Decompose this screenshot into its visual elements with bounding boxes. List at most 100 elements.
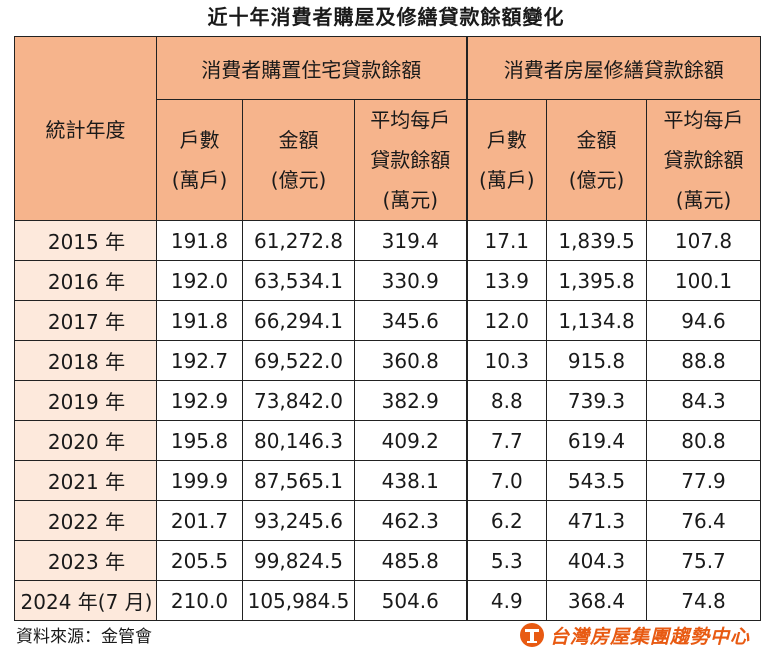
amount-repair-cell: 1,839.5	[546, 220, 648, 261]
households-repair-cell: 10.3	[466, 340, 548, 381]
col-label: 戶數	[179, 128, 220, 152]
average-repair-cell: 74.8	[646, 580, 762, 621]
households-repair-cell: 8.8	[466, 380, 548, 421]
year-cell: 2017 年	[14, 300, 157, 341]
average-purchase-cell: 382.9	[353, 380, 468, 421]
year-cell: 2020 年	[14, 420, 157, 461]
amount-repair-cell: 915.8	[546, 340, 648, 381]
households-repair-cell: 6.2	[466, 500, 548, 541]
group-header-repair-label: 消費者房屋修繕貸款餘額	[503, 57, 724, 82]
amount-purchase-cell: 73,842.0	[242, 380, 355, 421]
households-repair-cell: 5.3	[466, 540, 548, 581]
col-unit: (萬戶)	[171, 168, 228, 192]
col-label: 平均每戶	[370, 108, 451, 132]
households-purchase-cell: 195.8	[156, 420, 243, 461]
table-row: 2019 年 192.9 73,842.0 382.9 8.8 739.3 84.3	[14, 380, 762, 421]
average-purchase-cell: 504.6	[353, 580, 468, 621]
col-households-purchase: 戶數 (萬戶)	[156, 99, 243, 221]
average-purchase-cell: 360.8	[353, 340, 468, 381]
building-logo-icon	[519, 623, 544, 647]
average-repair-cell: 75.7	[646, 540, 762, 581]
year-header-label: 統計年度	[45, 118, 126, 142]
households-purchase-cell: 192.0	[156, 260, 243, 301]
logo-text: 台灣房屋集團趨勢中心	[549, 625, 750, 648]
year-cell: 2016 年	[14, 260, 157, 301]
table-row: 2018 年 192.7 69,522.0 360.8 10.3 915.8 88.8	[14, 340, 762, 381]
amount-purchase-cell: 105,984.5	[242, 580, 355, 621]
amount-purchase-cell: 93,245.6	[242, 500, 355, 541]
average-purchase-cell: 319.4	[353, 220, 468, 261]
col-label: 金額	[576, 128, 617, 152]
table-row: 2016 年 192.0 63,534.1 330.9 13.9 1,395.8 100.1	[14, 260, 762, 301]
col-label: 金額	[278, 128, 319, 152]
year-header: 統計年度	[14, 36, 157, 221]
year-cell: 2022 年	[14, 500, 157, 541]
col-label: 貸款餘額	[663, 148, 744, 172]
group-header-purchase-label: 消費者購置住宅貸款餘額	[201, 57, 422, 82]
table-row: 2022 年 201.7 93,245.6 462.3 6.2 471.3 76.4	[14, 500, 762, 541]
col-average-purchase: 平均每戶 貸款餘額 (萬元)	[353, 99, 468, 221]
year-cell: 2023 年	[14, 540, 157, 581]
households-purchase-cell: 191.8	[156, 300, 243, 341]
average-repair-cell: 88.8	[646, 340, 762, 381]
average-repair-cell: 80.8	[646, 420, 762, 461]
brand-logo: 台灣房屋集團趨勢中心	[519, 621, 750, 649]
average-purchase-cell: 485.8	[353, 540, 468, 581]
households-purchase-cell: 201.7	[156, 500, 243, 541]
amount-repair-cell: 368.4	[546, 580, 648, 621]
amount-purchase-cell: 80,146.3	[242, 420, 355, 461]
average-repair-cell: 76.4	[646, 500, 762, 541]
data-source: 資料來源：金管會	[16, 627, 152, 647]
loan-balance-table: 統計年度 消費者購置住宅貸款餘額 消費者房屋修繕貸款餘額 戶數 (萬戶) 金額 …	[14, 36, 762, 621]
households-purchase-cell: 192.7	[156, 340, 243, 381]
average-repair-cell: 100.1	[646, 260, 762, 301]
households-repair-cell: 17.1	[466, 220, 548, 261]
table-subheader-row: 戶數 (萬戶) 金額 (億元) 平均每戶 貸款餘額 (萬元) 戶數 (萬戶) 金…	[15, 99, 762, 221]
amount-repair-cell: 619.4	[546, 420, 648, 461]
amount-purchase-cell: 69,522.0	[242, 340, 355, 381]
year-cell: 2019 年	[14, 380, 157, 421]
amount-repair-cell: 1,134.8	[546, 300, 648, 341]
col-label: 戶數	[486, 128, 527, 152]
households-repair-cell: 7.0	[466, 460, 548, 501]
average-purchase-cell: 409.2	[353, 420, 468, 461]
amount-purchase-cell: 87,565.1	[242, 460, 355, 501]
average-repair-cell: 107.8	[646, 220, 762, 261]
households-purchase-cell: 199.9	[156, 460, 243, 501]
average-purchase-cell: 345.6	[353, 300, 468, 341]
households-purchase-cell: 191.8	[156, 220, 243, 261]
group-header-repair: 消費者房屋修繕貸款餘額	[466, 36, 762, 100]
col-unit: (萬元)	[382, 188, 439, 212]
page-title: 近十年消費者購屋及修繕貸款餘額變化	[207, 5, 565, 29]
table-row: 2023 年 205.5 99,824.5 485.8 5.3 404.3 75.7	[14, 540, 762, 581]
col-amount-repair: 金額 (億元)	[546, 99, 648, 221]
year-cell: 2024 年(7 月)	[14, 580, 157, 621]
col-label: 平均每戶	[663, 108, 744, 132]
year-cell: 2018 年	[14, 340, 157, 381]
amount-purchase-cell: 63,534.1	[242, 260, 355, 301]
average-purchase-cell: 438.1	[353, 460, 468, 501]
col-unit: (萬元)	[675, 188, 732, 212]
amount-purchase-cell: 61,272.8	[242, 220, 355, 261]
amount-purchase-cell: 99,824.5	[242, 540, 355, 581]
table-row: 2020 年 195.8 80,146.3 409.2 7.7 619.4 80.8	[14, 420, 762, 461]
table-row: 2017 年 191.8 66,294.1 345.6 12.0 1,134.8 94.6	[14, 300, 762, 341]
table-header-row: 統計年度 消費者購置住宅貸款餘額 消費者房屋修繕貸款餘額	[14, 36, 762, 221]
group-header-purchase: 消費者購置住宅貸款餘額	[155, 36, 468, 100]
average-purchase-cell: 330.9	[353, 260, 468, 301]
households-purchase-cell: 192.9	[156, 380, 243, 421]
amount-repair-cell: 1,395.8	[546, 260, 648, 301]
col-unit: (億元)	[568, 168, 625, 192]
households-repair-cell: 4.9	[466, 580, 548, 621]
amount-purchase-cell: 66,294.1	[242, 300, 355, 341]
amount-repair-cell: 471.3	[546, 500, 648, 541]
year-cell: 2021 年	[14, 460, 157, 501]
average-repair-cell: 84.3	[646, 380, 762, 421]
amount-repair-cell: 404.3	[546, 540, 648, 581]
average-repair-cell: 94.6	[646, 300, 762, 341]
households-repair-cell: 13.9	[466, 260, 548, 301]
year-cell: 2015 年	[14, 220, 157, 261]
households-purchase-cell: 210.0	[156, 580, 243, 621]
households-purchase-cell: 205.5	[156, 540, 243, 581]
col-unit: (億元)	[270, 168, 327, 192]
